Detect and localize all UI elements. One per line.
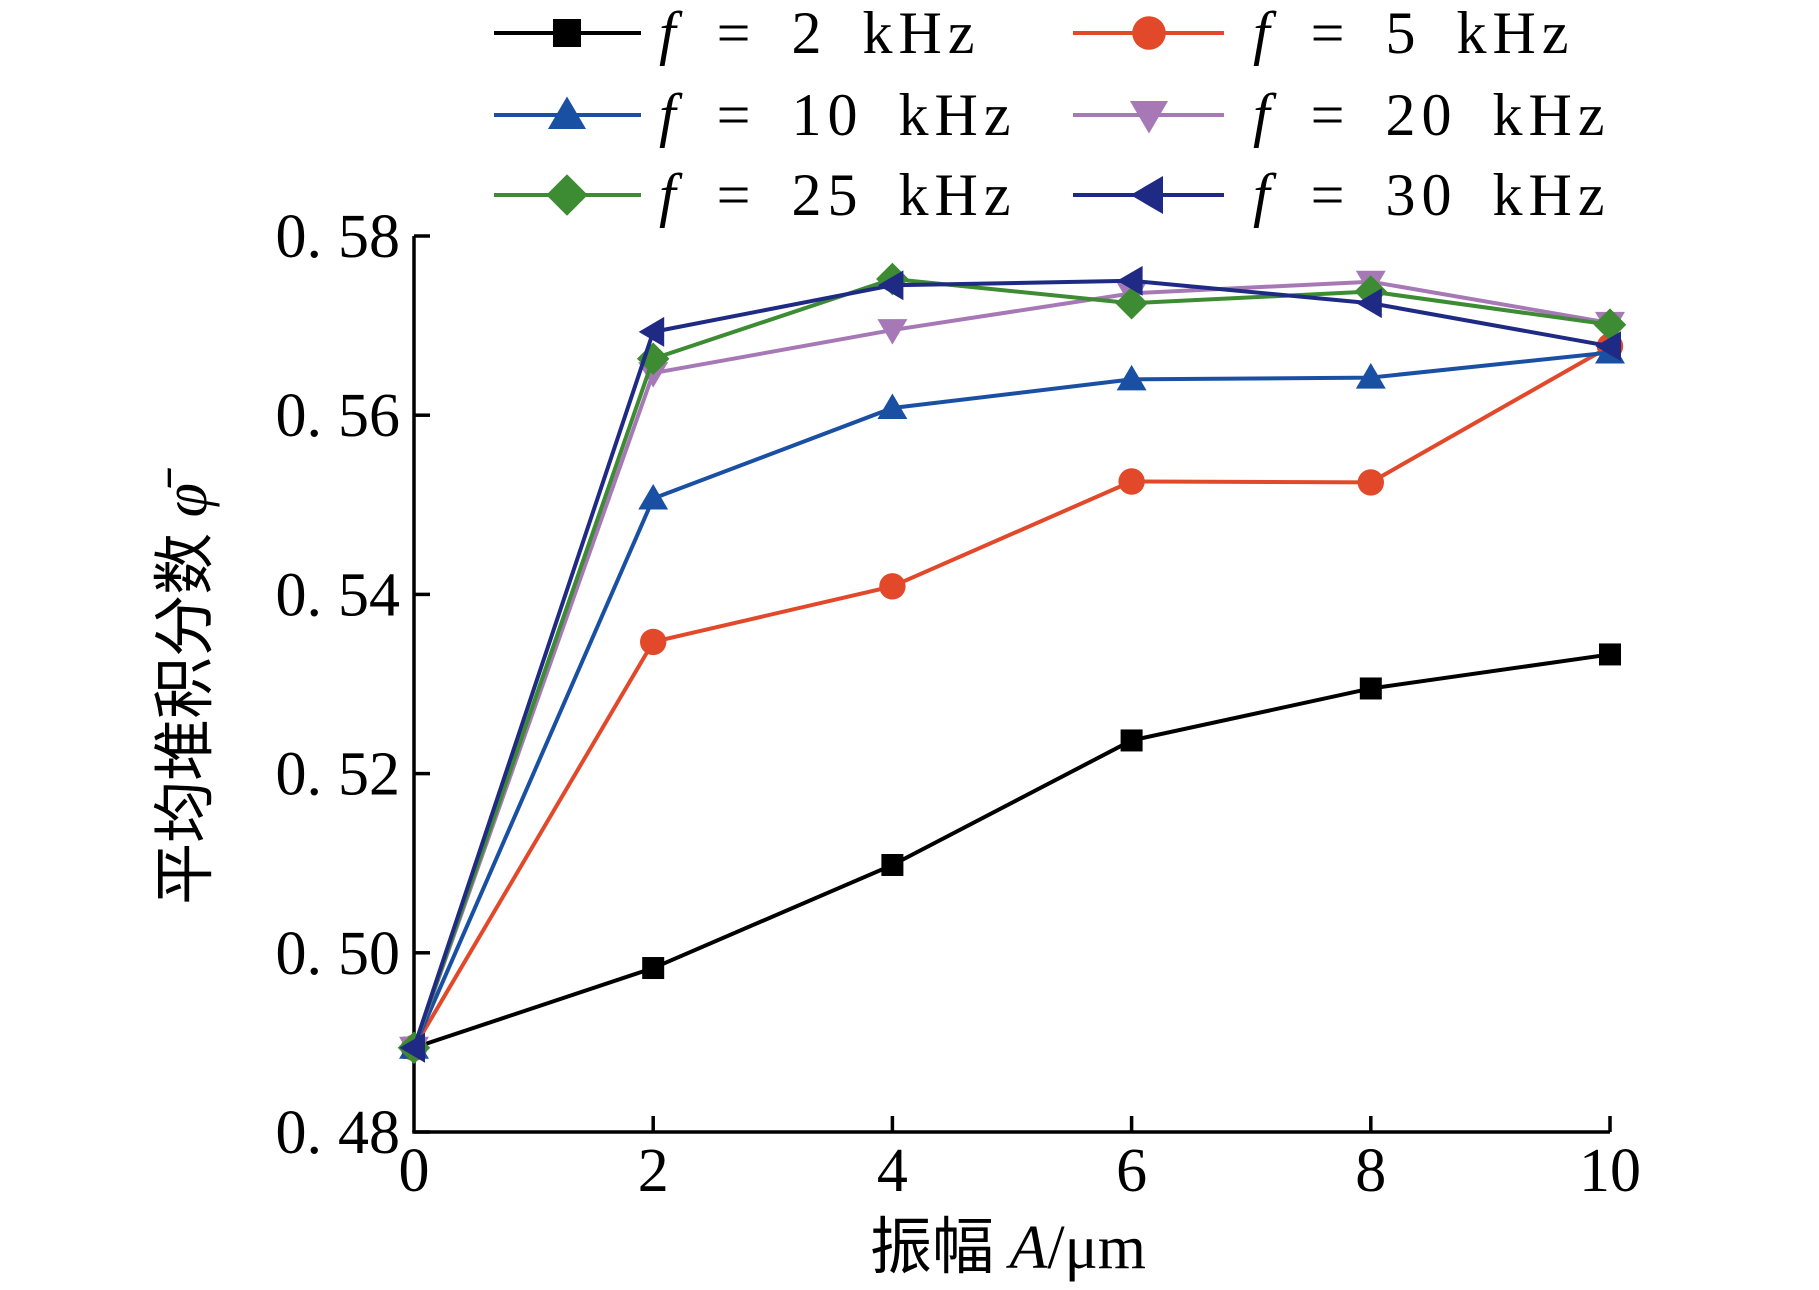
legend-item-f-25-khz: f = 25 kHz bbox=[494, 162, 1016, 228]
axes bbox=[412, 236, 1610, 1134]
legend-label: f = 25 kHz bbox=[659, 162, 1016, 228]
y-axis-title: 平均堆积分数 φ̄ bbox=[152, 467, 220, 905]
data-point bbox=[1357, 469, 1385, 496]
data-point bbox=[1595, 331, 1621, 362]
data-point bbox=[1359, 677, 1382, 700]
legend-label: f = 20 kHz bbox=[1253, 82, 1610, 148]
x-axis-title: 振幅 A/μm bbox=[870, 1214, 1146, 1282]
plot-area bbox=[397, 262, 1627, 1065]
data-point bbox=[1116, 364, 1147, 391]
series-line bbox=[412, 278, 1611, 1049]
x-tick-label: 10 bbox=[1579, 1137, 1641, 1205]
x-tick-label: 8 bbox=[1355, 1137, 1386, 1205]
y-tick-label: 0. 54 bbox=[276, 561, 401, 629]
series-f-2-khz bbox=[403, 643, 1621, 1059]
data-point bbox=[638, 484, 669, 510]
x-tick-label: 6 bbox=[1116, 1137, 1147, 1205]
data-point bbox=[1355, 363, 1386, 389]
x-tick-label: 0 bbox=[399, 1137, 430, 1205]
series-f-10-khz bbox=[399, 337, 1625, 1059]
data-point bbox=[1117, 265, 1143, 296]
legend-marker bbox=[547, 96, 587, 129]
y-tick-label: 0. 56 bbox=[276, 382, 401, 450]
legend-item-f-20-khz: f = 20 kHz bbox=[1073, 82, 1610, 148]
series-line bbox=[412, 344, 1611, 1049]
data-point bbox=[638, 316, 665, 347]
legend-label: f = 2 kHz bbox=[659, 0, 980, 66]
data-point bbox=[1599, 643, 1621, 666]
x-tick-label: 4 bbox=[877, 1137, 908, 1205]
y-tick-label: 0. 48 bbox=[276, 1099, 401, 1167]
data-point bbox=[642, 957, 665, 980]
legend-marker bbox=[1130, 175, 1163, 215]
legend-label: f = 10 kHz bbox=[659, 82, 1016, 148]
data-point bbox=[881, 853, 904, 876]
legend-marker bbox=[546, 174, 588, 216]
series-f-20-khz bbox=[399, 270, 1625, 1063]
series-line bbox=[412, 350, 1611, 1049]
data-point bbox=[1120, 729, 1143, 752]
legend-label: f = 30 kHz bbox=[1253, 162, 1610, 228]
y-tick-label: 0. 52 bbox=[276, 741, 401, 809]
legend-item-f-10-khz: f = 10 kHz bbox=[494, 82, 1016, 148]
legend-marker bbox=[1129, 101, 1169, 134]
legend-item-f-5-khz: f = 5 kHz bbox=[1073, 0, 1574, 66]
series-line bbox=[413, 652, 1611, 1050]
legend-marker bbox=[1132, 16, 1166, 50]
data-point bbox=[877, 393, 908, 420]
data-point bbox=[399, 1032, 425, 1063]
legend-item-f-30-khz: f = 30 kHz bbox=[1073, 162, 1610, 228]
data-point bbox=[877, 319, 908, 345]
legend-label: f = 5 kHz bbox=[1253, 0, 1574, 66]
series-f-5-khz bbox=[400, 333, 1624, 1061]
data-point bbox=[640, 628, 667, 656]
data-point bbox=[1118, 468, 1145, 495]
y-tick-label: 0. 50 bbox=[276, 920, 401, 988]
series-f-30-khz bbox=[399, 265, 1621, 1063]
y-tick-label: 0. 58 bbox=[276, 203, 401, 271]
x-tick-label: 2 bbox=[638, 1137, 669, 1205]
data-point bbox=[879, 573, 906, 600]
series-line bbox=[412, 279, 1611, 1049]
legend: f = 2 kHz f = 5 kHz f = 10 kHz f = 20 kHz f … bbox=[494, 0, 1610, 228]
data-point bbox=[1356, 288, 1382, 319]
series-line bbox=[412, 277, 1611, 1049]
data-point bbox=[1593, 308, 1627, 341]
axis-ticks: 0. 48 0. 50 0. 52 0. 54 0. 56 0. 58 0 2 4 6 8 10 bbox=[276, 203, 1642, 1205]
legend-item-f-2-khz: f = 2 kHz bbox=[494, 0, 980, 66]
data-point bbox=[1115, 286, 1148, 320]
data-point bbox=[877, 270, 904, 301]
legend-marker bbox=[553, 19, 581, 47]
